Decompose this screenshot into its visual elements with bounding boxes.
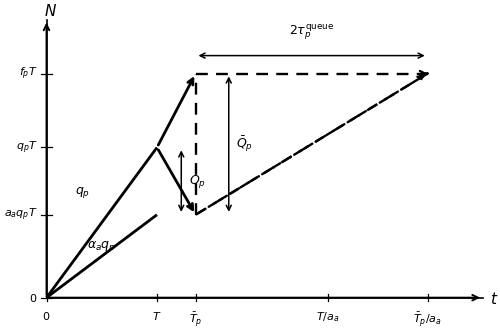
Text: $N$: $N$ (44, 3, 58, 19)
Text: $f_p T$: $f_p T$ (19, 65, 38, 82)
Text: $Q_p$: $Q_p$ (189, 173, 206, 190)
Text: $T$: $T$ (152, 310, 162, 322)
Text: $T/a_a$: $T/a_a$ (316, 310, 340, 324)
Text: $2\tau_p^{\mathrm{queue}}$: $2\tau_p^{\mathrm{queue}}$ (289, 23, 334, 42)
Text: $t$: $t$ (490, 291, 498, 307)
Text: $a_a q_p T$: $a_a q_p T$ (4, 206, 38, 223)
Text: $\bar{T}_p/a_a$: $\bar{T}_p/a_a$ (413, 310, 442, 329)
Text: $q_p T$: $q_p T$ (16, 139, 38, 156)
Text: $\bar{Q}_p$: $\bar{Q}_p$ (236, 134, 254, 154)
Text: $0$: $0$ (42, 310, 50, 322)
Text: $0$: $0$ (30, 292, 38, 304)
Text: $\alpha_a q_p$: $\alpha_a q_p$ (87, 238, 117, 254)
Text: $\bar{T}_p$: $\bar{T}_p$ (189, 310, 202, 329)
Text: $q_p$: $q_p$ (76, 185, 90, 200)
